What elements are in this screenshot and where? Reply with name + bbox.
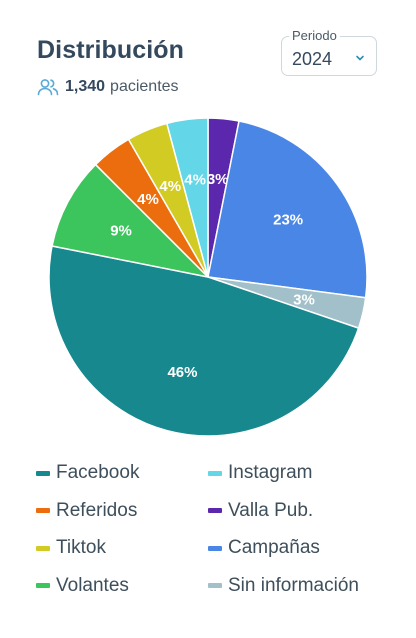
period-label: Periodo	[289, 27, 340, 45]
pie-slice-label: 23%	[273, 212, 303, 229]
legend-label: Instagram	[228, 462, 313, 483]
legend-item[interactable]: Instagram	[208, 462, 312, 484]
pie-slice-label: 3%	[293, 291, 315, 308]
pie-slice-volantes[interactable]	[51, 163, 211, 279]
legend-item[interactable]: Referidos	[36, 500, 137, 522]
legend-swatch	[208, 508, 222, 513]
legend-item[interactable]: Valla Pub.	[208, 500, 313, 522]
patients-count: 1,340	[65, 78, 106, 95]
users-icon	[37, 78, 59, 96]
legend-swatch	[208, 545, 222, 551]
legend-label: Campañas	[228, 537, 320, 558]
pie-slice-instagram[interactable]	[165, 117, 209, 278]
legend-swatch	[208, 583, 222, 588]
patients-label: pacientes	[110, 78, 179, 95]
pie-slice-label: 46%	[167, 364, 197, 381]
pie-slice-label: 4%	[137, 191, 159, 208]
pie-slice-label: 4%	[159, 178, 181, 195]
legend-label: Valla Pub.	[228, 499, 314, 521]
legend-label: Referidos	[56, 499, 138, 521]
pie-slice-label: 3%	[207, 171, 229, 188]
legend-label: Facebook	[56, 462, 140, 483]
legend-item[interactable]: Facebook	[36, 462, 139, 484]
pie-slice-label: 9%	[110, 223, 132, 240]
legend-item[interactable]: Tiktok	[36, 537, 106, 559]
legend-swatch	[36, 583, 50, 588]
legend-swatch	[36, 545, 50, 551]
legend-label: Volantes	[56, 574, 129, 596]
period-value: 2024	[292, 49, 333, 69]
legend-swatch	[36, 508, 50, 513]
legend-item[interactable]: Volantes	[36, 575, 129, 597]
patients-summary: 1,340 pacientes	[37, 78, 179, 96]
pie-slice-campa-as[interactable]	[207, 120, 368, 299]
legend-swatch	[208, 470, 222, 476]
pie-slice-label: 4%	[184, 171, 206, 188]
chevron-down-icon	[354, 51, 366, 63]
period-select[interactable]: Periodo 2024	[281, 27, 377, 76]
pie-slice-facebook[interactable]	[48, 245, 360, 437]
legend-label: Tiktok	[56, 537, 106, 558]
card-title: Distribución	[37, 36, 185, 64]
legend-item[interactable]: Campañas	[208, 537, 320, 559]
legend-item[interactable]: Sin información	[208, 575, 359, 597]
legend-swatch	[36, 470, 50, 476]
legend-label: Sin información	[228, 574, 359, 596]
pie-chart: 3%23%3%46%9%4%4% 4%	[48, 117, 368, 437]
